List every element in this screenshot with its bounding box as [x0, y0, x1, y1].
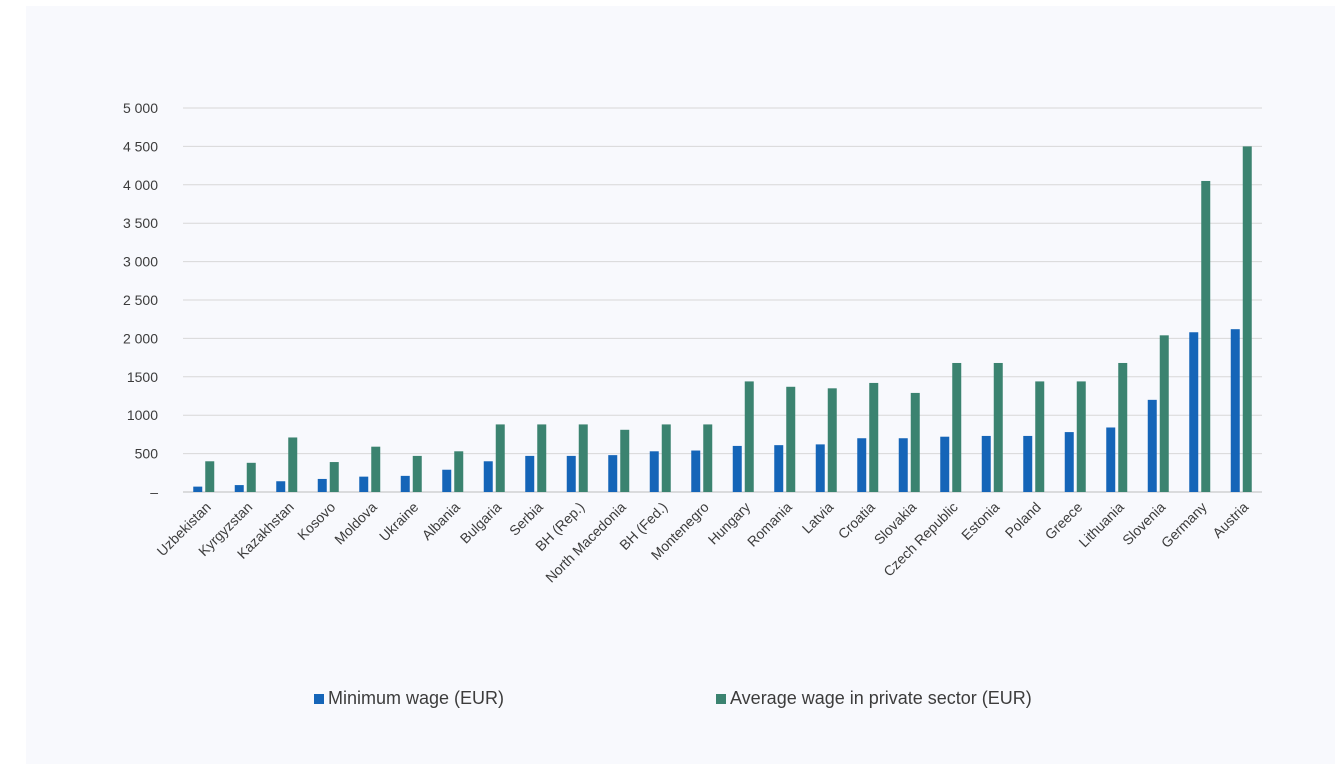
x-category-label: Albania [419, 499, 463, 543]
bar-avg-wage [910, 392, 920, 492]
bar-min-wage [898, 438, 908, 492]
bar-min-wage [649, 451, 659, 492]
bar-min-wage [1023, 435, 1033, 492]
bar-avg-wage [952, 362, 962, 492]
y-tick-label: 1500 [127, 369, 158, 385]
bar-min-wage [566, 455, 576, 492]
bar-avg-wage [454, 451, 464, 492]
bar-avg-wage [495, 424, 505, 492]
bar-avg-wage [1035, 381, 1045, 492]
y-tick-label: 3 000 [123, 254, 158, 270]
y-tick-label: – [150, 484, 158, 500]
x-category-label: Lithuania [1075, 499, 1127, 551]
bar-avg-wage [1159, 335, 1169, 492]
x-category-label: Ukraine [376, 499, 422, 545]
y-tick-label: 5 000 [123, 100, 158, 116]
bar-avg-wage [537, 424, 547, 492]
y-tick-label: 4 500 [123, 138, 158, 154]
bars [193, 146, 1252, 492]
legend-swatch-min-wage [314, 693, 324, 704]
y-tick-label: 2 000 [123, 330, 158, 346]
x-category-label: Romania [744, 499, 795, 550]
x-category-label: Estonia [958, 499, 1002, 543]
bar-min-wage [193, 486, 203, 492]
bar-avg-wage [1118, 362, 1128, 492]
bar-min-wage [1064, 432, 1074, 492]
bar-avg-wage [869, 382, 879, 492]
bar-min-wage [732, 445, 742, 492]
y-axis-tick-labels: – 500 1000 1500 2 000 2 500 3 000 3 500 4 000 4 5… [123, 100, 158, 500]
bar-avg-wage [744, 381, 754, 492]
y-tick-label: 4 000 [123, 177, 158, 193]
x-category-label: Serbia [506, 499, 546, 539]
y-tick-label: 1000 [127, 407, 158, 423]
bar-min-wage [359, 476, 369, 492]
bar-min-wage [691, 450, 701, 492]
x-category-label: Austria [1209, 499, 1251, 541]
bar-avg-wage [1076, 381, 1086, 492]
bar-min-wage [940, 436, 950, 492]
bar-min-wage [483, 461, 493, 492]
bar-avg-wage [578, 424, 588, 492]
x-category-label: Poland [1002, 499, 1044, 541]
bar-avg-wage [329, 462, 339, 492]
x-axis-category-labels: UzbekistanKyrgyzstanKazakhstanKosovoMold… [154, 499, 1252, 586]
bar-avg-wage [288, 437, 298, 492]
bar-avg-wage [205, 461, 215, 492]
bar-min-wage [276, 481, 286, 492]
bar-avg-wage [993, 362, 1003, 492]
bar-min-wage [608, 455, 618, 492]
y-tick-label: 500 [135, 446, 159, 462]
bar-avg-wage [827, 388, 837, 492]
bar-min-wage [857, 438, 867, 492]
bar-avg-wage [246, 462, 256, 492]
chart-panel [26, 6, 1335, 764]
bar-min-wage [1106, 427, 1116, 492]
x-category-label: Latvia [799, 499, 837, 537]
bar-avg-wage [786, 386, 796, 492]
x-category-label: Bulgaria [457, 499, 505, 547]
y-tick-label: 2 500 [123, 292, 158, 308]
bar-min-wage [234, 485, 244, 492]
bar-min-wage [774, 445, 784, 492]
gridlines [183, 107, 1262, 493]
bar-min-wage [1147, 399, 1157, 492]
bar-avg-wage [661, 424, 671, 492]
bar-min-wage [442, 469, 452, 492]
x-category-label: Germany [1158, 499, 1210, 551]
legend-item-min-wage: Minimum wage (EUR) [314, 688, 504, 709]
bar-min-wage [815, 444, 825, 492]
bar-min-wage [1189, 332, 1199, 492]
bar-avg-wage [371, 446, 381, 492]
legend-swatch-avg-wage [716, 693, 726, 704]
y-tick-label: 3 500 [123, 215, 158, 231]
x-category-label: Czech Republic [880, 499, 961, 580]
bar-min-wage [525, 455, 535, 492]
legend-label-avg-wage: Average wage in private sector (EUR) [730, 688, 1032, 708]
bar-avg-wage [620, 429, 630, 492]
bar-avg-wage [1201, 180, 1211, 492]
bar-min-wage [981, 435, 991, 492]
legend-item-avg-wage: Average wage in private sector (EUR) [716, 688, 1032, 709]
bar-avg-wage [412, 455, 422, 492]
legend-label-min-wage: Minimum wage (EUR) [328, 688, 505, 708]
x-category-label: Moldova [331, 499, 380, 548]
bar-min-wage [1230, 329, 1240, 492]
bar-avg-wage [703, 424, 713, 492]
bar-min-wage [400, 475, 410, 492]
bar-min-wage [317, 478, 327, 492]
bar-avg-wage [1242, 146, 1252, 492]
